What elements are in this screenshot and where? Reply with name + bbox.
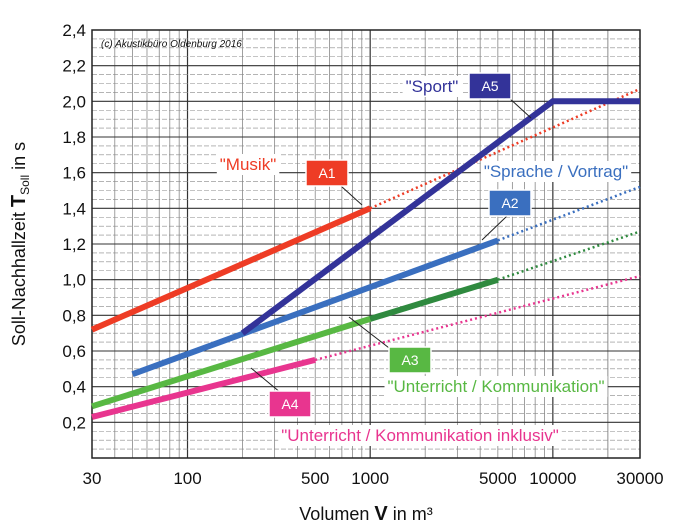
leader-line-a4 [250,367,282,394]
id-box-a3 [388,346,432,374]
y-tick-label: 0,8 [62,306,86,325]
category-label-a2: "Sprache / Vortrag" [484,162,628,181]
id-box-a2 [488,189,532,217]
series-line-a2 [131,237,499,378]
y-tick-label: 0,2 [62,413,86,432]
label-backdrop-a5 [402,76,462,97]
series-line-a3 [91,316,372,410]
y-tick-label: 2,2 [62,57,86,76]
x-axis-title: Volumen V in m³ [299,503,432,525]
y-tick-label: 1,8 [62,128,86,147]
category-label-a3: "Unterricht / Kommunikation" [387,377,604,396]
y-tick-label: 1,0 [62,271,86,290]
id-box-a1 [305,159,349,187]
id-box-label-a5: A5 [481,78,498,94]
x-tick-label: 5000 [479,469,517,488]
series-lines [90,87,641,420]
series-line-a2-extrapolated [497,185,641,242]
series-line-a1 [90,205,372,333]
id-box-label-a3: A3 [401,352,418,368]
id-box-label-a2: A2 [501,195,518,211]
series-line-a4-extrapolated [314,274,641,362]
series-line-a3-upper [369,276,499,322]
leader-line-a2 [481,215,508,241]
y-tick-label: 0,4 [62,378,86,397]
y-tick-label: 2,0 [62,92,86,111]
leader-line-a3 [348,316,394,352]
plot-frame [91,29,641,459]
series-line-a5 [240,98,640,336]
x-tick-label: 10000 [529,469,576,488]
series-line-a3-extrapolated [497,230,641,281]
label-backdrop-a4 [278,425,562,446]
label-backdrop-a1 [216,154,280,175]
leader-line-a1 [340,185,363,206]
copyright-text: (c) Akustikbüro Oldenburg 2016 [101,39,242,50]
category-label-a4: "Unterricht / Kommunikation inklusiv" [281,426,559,445]
label-backdrop-a2 [480,161,632,182]
x-tick-label: 100 [173,469,201,488]
id-box-a4 [268,390,312,418]
series-line-a4 [91,356,316,420]
x-tick-label: 30000 [616,469,663,488]
y-tick-label: 1,2 [62,235,86,254]
x-tick-label: 500 [301,469,329,488]
label-backdrop-a3 [384,376,608,397]
y-tick-label: 2,4 [62,21,86,40]
x-tick-label: 1000 [351,469,389,488]
series-labels: "Musik" A1 "Sprache / Vortrag" A2 "Unterrich… [216,72,632,446]
id-box-label-a4: A4 [281,396,298,412]
id-box-a5 [468,72,512,100]
series-line-a1-extrapolated [369,87,641,210]
y-tick-label: 1,6 [62,164,86,183]
tick-labels: 0,2 0,4 0,6 0,8 1,0 1,2 1,4 1,6 1,8 2,0 2,2 2,4 30 10… [62,21,663,488]
y-axis-title: Soll-Nachhallzeit TSoll in s [8,142,32,346]
category-label-a1: "Musik" [220,155,276,174]
x-tick-label: 30 [83,469,102,488]
category-label-a5: "Sport" [406,77,459,96]
id-box-label-a1: A1 [318,165,335,181]
y-tick-label: 0,6 [62,342,86,361]
y-tick-label: 1,4 [62,199,86,218]
